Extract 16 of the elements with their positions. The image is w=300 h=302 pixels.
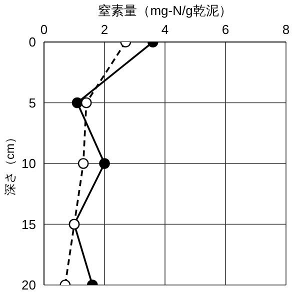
x-tick-label: 6	[222, 22, 230, 37]
point	[80, 97, 92, 108]
y-tick-label: 5	[28, 95, 36, 110]
y-tick-label: 0	[28, 34, 36, 50]
x-tick-label: 0	[40, 22, 48, 37]
x-axis-title: 窒素量（mg-N/g乾泥）	[97, 2, 233, 20]
y-tick-label: 20	[22, 278, 36, 293]
y-axis-title: 深さ（cm）	[3, 132, 17, 196]
y-tick-label: 15	[22, 216, 36, 232]
x-tick-label: 8	[282, 22, 290, 37]
x-tick-label: 2	[100, 22, 108, 37]
x-tick-label: 4	[161, 22, 169, 37]
point	[78, 158, 89, 169]
point	[72, 97, 83, 108]
point	[99, 158, 110, 169]
y-tick-label: 10	[22, 156, 36, 172]
